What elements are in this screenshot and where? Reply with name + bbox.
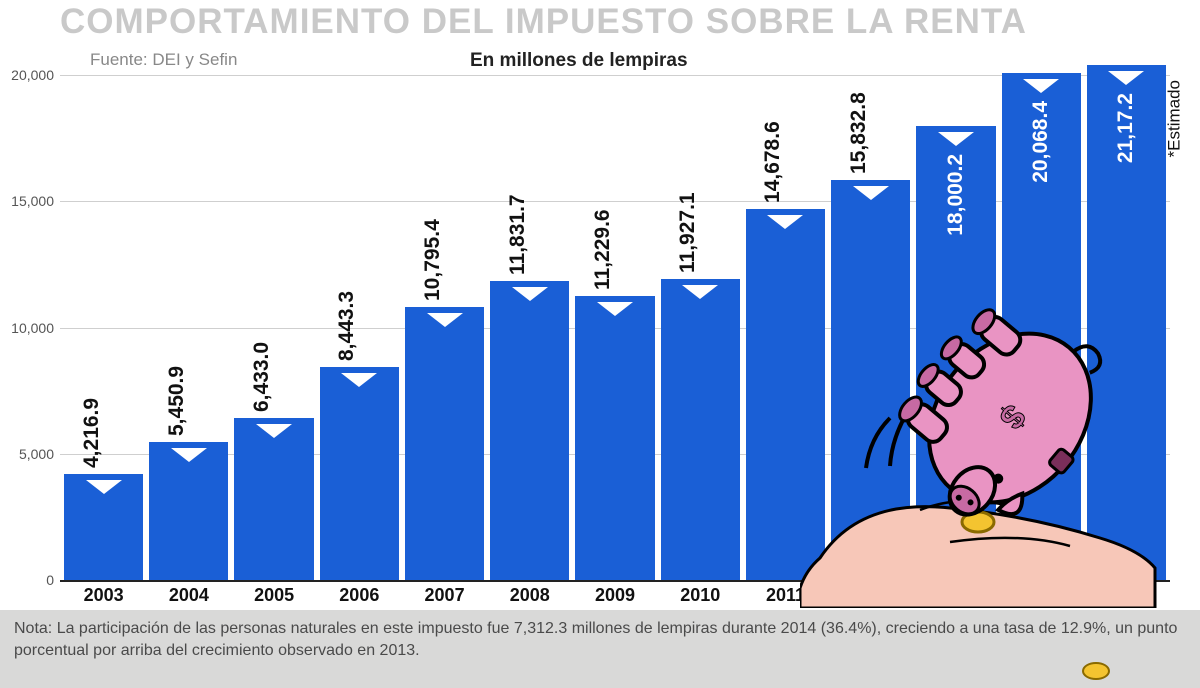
bars-container: 4,216.95,450.96,433.08,443.310,795.411,8… (60, 75, 1170, 580)
triangle-marker-icon (512, 287, 548, 301)
bar-value-label: 4,216.9 (80, 397, 104, 467)
bar-value-label: 6,433.0 (250, 342, 274, 412)
triangle-marker-icon (682, 285, 718, 299)
bar: 6,433.0 (234, 418, 313, 580)
x-axis-line (60, 580, 1170, 582)
bar: 14,678.6 (746, 209, 825, 580)
bar-column: 15,832.8 (831, 180, 910, 580)
triangle-marker-icon (341, 373, 377, 387)
x-tick-label: 2012 (831, 585, 910, 606)
x-tick-label: 2005 (234, 585, 313, 606)
bar-value-label: 11,229.6 (591, 210, 615, 291)
bar: 11,229.6 (575, 296, 654, 580)
x-tick-label: 2008 (490, 585, 569, 606)
bar: 11,927.1 (661, 279, 740, 580)
bar-column: 6,433.0 (234, 418, 313, 580)
x-tick-label: 2013 (916, 585, 995, 606)
y-tick-label: 10,000 (6, 320, 54, 336)
bar-column: 14,678.6 (746, 209, 825, 580)
triangle-marker-icon (86, 480, 122, 494)
x-tick-label: 2011 (746, 585, 825, 606)
triangle-marker-icon (767, 215, 803, 229)
x-tick-label: 2004 (149, 585, 228, 606)
x-tick-label: 2009 (575, 585, 654, 606)
footnote-box: Nota: La participación de las personas n… (0, 610, 1200, 688)
bar-column: 11,229.6 (575, 296, 654, 580)
triangle-marker-icon (256, 424, 292, 438)
bar-column: 20,068.4 (1002, 73, 1081, 580)
estimado-annotation: *Estimado (1164, 80, 1184, 157)
bar-column: 5,450.9 (149, 442, 228, 580)
x-axis-labels: 2003 2004 2005 2006 2007 2008 2009 2010 2011 2012… (60, 585, 1170, 606)
y-tick-label: 20,000 (6, 67, 54, 83)
source-label: Fuente: DEI y Sefin (90, 50, 237, 70)
bar-value-label: 15,832.8 (847, 92, 871, 174)
bar-column: 21,17.2 (1087, 65, 1166, 580)
bar-value-label: 11,831.7 (506, 195, 530, 276)
footnote-text: Nota: La participación de las personas n… (14, 620, 1177, 659)
bar: 20,068.4 (1002, 73, 1081, 580)
bar: 21,17.2 (1087, 65, 1166, 580)
x-tick-label: 2010 (661, 585, 740, 606)
bar-column: 10,795.4 (405, 307, 484, 580)
triangle-marker-icon (171, 448, 207, 462)
bar: 10,795.4 (405, 307, 484, 580)
bar: 4,216.9 (64, 474, 143, 580)
bar-value-label: 20,068.4 (1029, 101, 1053, 183)
x-tick-label: 2014 (1002, 585, 1081, 606)
bar-value-label: 21,17.2 (1114, 93, 1138, 163)
bar: 15,832.8 (831, 180, 910, 580)
bar: 18,000.2 (916, 126, 995, 581)
y-tick-label: 15,000 (6, 193, 54, 209)
y-tick-label: 0 (6, 572, 54, 588)
y-tick-label: 5,000 (6, 446, 54, 462)
bar-value-label: 8,443.3 (335, 291, 359, 361)
x-tick-label: 2003 (64, 585, 143, 606)
bar-value-label: 11,927.1 (676, 192, 700, 273)
triangle-marker-icon (938, 132, 974, 146)
bar-value-label: 10,795.4 (421, 220, 445, 302)
x-tick-label: 2006 (320, 585, 399, 606)
bar-column: 11,927.1 (661, 279, 740, 580)
bar-column: 4,216.9 (64, 474, 143, 580)
triangle-marker-icon (853, 186, 889, 200)
coin-icon (1082, 662, 1110, 680)
bar-value-label: 14,678.6 (761, 122, 785, 204)
bar-value-label: 18,000.2 (944, 154, 968, 236)
x-tick-label: 2007 (405, 585, 484, 606)
chart-plot-area: 4,216.95,450.96,433.08,443.310,795.411,8… (60, 75, 1170, 580)
triangle-marker-icon (1023, 79, 1059, 93)
bar-column: 8,443.3 (320, 367, 399, 580)
chart-subtitle: En millones de lempiras (470, 50, 688, 72)
bar-column: 18,000.2 (916, 126, 995, 581)
x-tick-label: 2015* (1087, 585, 1166, 606)
chart-title: COMPORTAMIENTO DEL IMPUESTO SOBRE LA REN… (60, 2, 1190, 42)
bar: 8,443.3 (320, 367, 399, 580)
triangle-marker-icon (597, 302, 633, 316)
triangle-marker-icon (1108, 71, 1144, 85)
bar: 5,450.9 (149, 442, 228, 580)
bar: 11,831.7 (490, 281, 569, 580)
bar-column: 11,831.7 (490, 281, 569, 580)
bar-value-label: 5,450.9 (165, 366, 189, 436)
triangle-marker-icon (427, 313, 463, 327)
